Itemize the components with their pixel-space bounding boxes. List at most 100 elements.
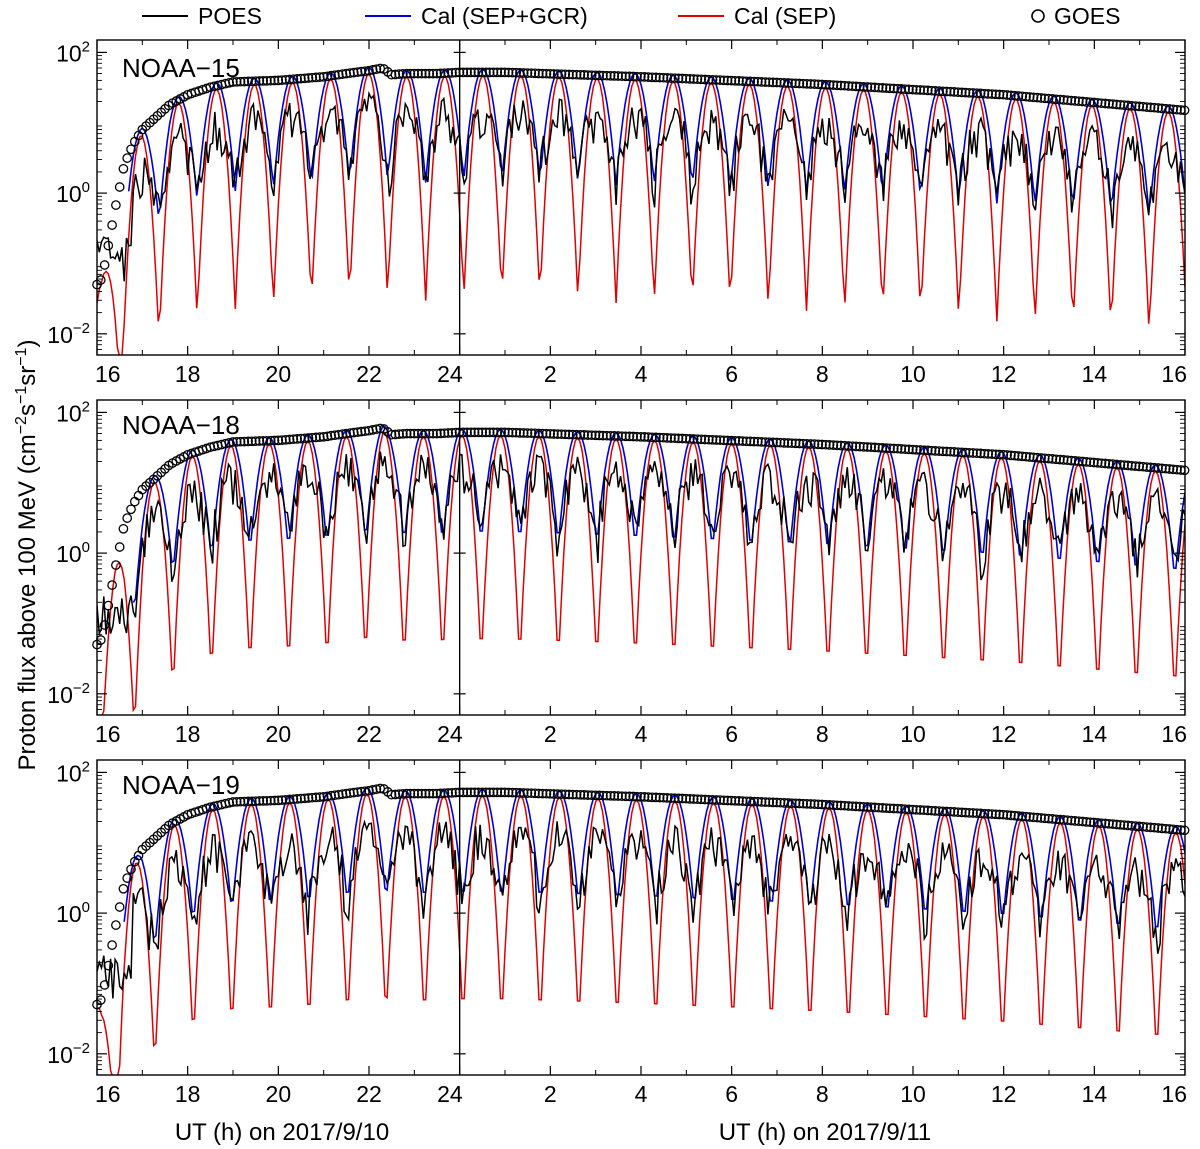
goes-point (994, 809, 1005, 820)
goes-point (938, 446, 948, 457)
goes-point (228, 797, 238, 807)
goes-point (567, 429, 578, 440)
goes-point (337, 69, 348, 79)
goes-point (749, 796, 759, 807)
goes-point (915, 445, 926, 455)
goes-point (1047, 814, 1058, 824)
goes-point (314, 72, 325, 82)
legend-item-poes: POES (142, 3, 262, 29)
goes-point (685, 434, 695, 444)
goes-point (926, 805, 937, 816)
goes-point (1092, 457, 1103, 468)
goes-point (341, 68, 352, 79)
goes-point (752, 796, 763, 807)
goes-point (416, 428, 427, 439)
x-tick-label: 18 (175, 1081, 201, 1107)
goes-point (447, 427, 457, 438)
goes-point (466, 787, 476, 798)
goes-point (1051, 94, 1062, 105)
x-tick-label: 4 (635, 1081, 648, 1107)
goes-point (341, 428, 352, 439)
goes-point (541, 68, 552, 79)
goes-point (518, 428, 529, 438)
goes-point (590, 790, 601, 801)
legend-item-cal-sep: Cal (SEP) (678, 3, 836, 29)
goes-point (956, 87, 967, 98)
goes-point (1111, 819, 1122, 830)
goes-point (1002, 810, 1012, 820)
goes-point (1043, 93, 1054, 104)
goes-point (654, 72, 665, 83)
goes-point (413, 68, 423, 79)
goes-point (515, 788, 525, 798)
goes-point (760, 797, 771, 807)
goes-point (975, 448, 986, 459)
goes-point (250, 76, 261, 87)
goes-point (719, 75, 729, 86)
goes-point (802, 798, 812, 809)
goes-point (1096, 458, 1107, 469)
goes-point (828, 800, 839, 810)
x-tick-label: 18 (175, 721, 201, 747)
goes-point (571, 69, 582, 80)
goes-point (1168, 104, 1179, 115)
goes-point (851, 441, 861, 452)
goes-point (231, 76, 242, 87)
goes-point (741, 436, 752, 447)
goes-point (953, 87, 963, 98)
goes-point (790, 438, 801, 449)
goes-point (1141, 822, 1152, 832)
goes-point (888, 83, 899, 94)
goes-point (360, 66, 370, 77)
goes-point (941, 86, 952, 97)
goes-point (1160, 823, 1171, 834)
goes-point (832, 800, 842, 811)
goes-point (601, 70, 612, 81)
goes-point (745, 76, 756, 87)
goes-point (639, 432, 650, 442)
goes-point (401, 788, 412, 799)
goes-point (915, 805, 926, 815)
goes-point (126, 144, 136, 155)
goes-point (1058, 455, 1069, 465)
goes-point (900, 804, 910, 815)
goes-point (126, 504, 136, 515)
goes-point (439, 68, 450, 79)
goes-point (639, 792, 650, 802)
goes-point (533, 68, 544, 79)
goes-point (1077, 96, 1088, 107)
goes-point (481, 67, 491, 78)
goes-point (802, 78, 812, 89)
goes-point (783, 78, 793, 88)
goes-point (839, 80, 850, 91)
goes-point (413, 428, 423, 439)
y-tick-label: 102 (56, 758, 90, 786)
goes-point (560, 69, 571, 80)
goes-point (518, 788, 529, 798)
x-tick-label: 16 (1161, 361, 1187, 387)
goes-point (1104, 818, 1114, 829)
goes-point (775, 77, 786, 88)
goes-point (666, 433, 676, 443)
goes-point (949, 87, 960, 97)
goes-point (896, 444, 907, 454)
goes-point (1058, 815, 1069, 825)
goes-point (707, 794, 718, 805)
goes-point (552, 69, 563, 79)
goes-point (1051, 814, 1062, 825)
goes-point (126, 864, 136, 875)
goes-point (533, 788, 544, 799)
goes-point (265, 435, 276, 446)
goes-point (1024, 812, 1035, 822)
goes-point (118, 163, 129, 174)
series-goes (92, 423, 1190, 650)
goes-point (556, 429, 567, 440)
goes-point (809, 799, 820, 809)
goes-point (1073, 456, 1084, 467)
series-cal-sep (97, 72, 1185, 355)
goes-point (847, 801, 858, 812)
goes-point (771, 797, 782, 808)
goes-point (1051, 454, 1062, 465)
goes-point (443, 428, 454, 438)
plot-area (97, 425, 1185, 715)
